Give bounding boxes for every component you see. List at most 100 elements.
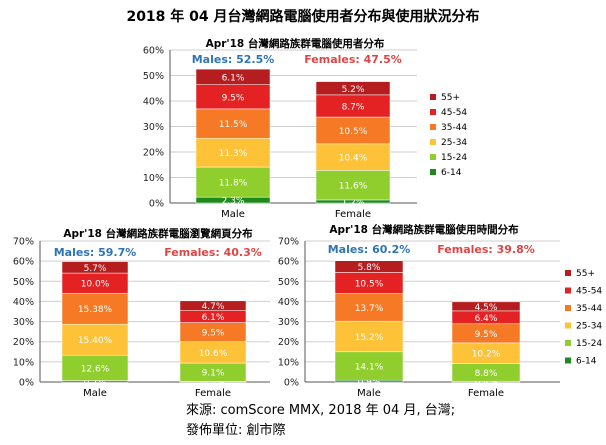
- total-label: Males: 59.7%: [54, 246, 137, 259]
- data-label: 0.3%: [202, 378, 225, 388]
- data-label: 6.4%: [475, 314, 498, 324]
- total-label: Males: 52.5%: [192, 53, 275, 66]
- x-category-label: Male: [83, 388, 107, 399]
- legend-label: 6-14: [576, 357, 597, 367]
- data-label: 10.0%: [81, 280, 110, 290]
- y-tick-label: 20%: [278, 337, 299, 348]
- bar-segment: [195, 68, 271, 85]
- data-label: 10.2%: [472, 350, 501, 360]
- legend-swatch: [430, 94, 436, 100]
- bar-segment: [315, 170, 391, 201]
- data-label: 9.5%: [475, 330, 498, 340]
- data-label: 6.1%: [222, 73, 245, 83]
- total-label: Males: 60.2%: [328, 243, 411, 256]
- legend-label: 55+: [441, 93, 460, 103]
- bar-segment: [334, 320, 404, 353]
- y-tick-label: 40%: [143, 97, 164, 108]
- data-label: 9.5%: [222, 93, 245, 103]
- data-label: 9.1%: [202, 369, 225, 379]
- data-label: 8.7%: [342, 102, 365, 112]
- legend-swatch: [430, 154, 436, 160]
- y-tick-label: 30%: [278, 317, 299, 328]
- bar-segment: [195, 108, 271, 139]
- data-label: 9.5%: [202, 329, 225, 339]
- y-tick-label: 40%: [278, 297, 299, 308]
- bar-segment: [61, 354, 129, 381]
- legend-label: 15-24: [576, 339, 602, 349]
- y-tick-label: 30%: [143, 122, 164, 133]
- total-label: Females: 39.8%: [437, 243, 535, 256]
- data-label: 8.8%: [475, 369, 498, 379]
- bar-segment: [315, 116, 391, 145]
- x-category-label: Female: [468, 388, 504, 399]
- data-label: 15.40%: [78, 336, 113, 346]
- legend-label: 55+: [576, 269, 595, 279]
- y-tick-label: 60%: [278, 257, 299, 268]
- bar-segment: [195, 84, 271, 110]
- bar-segment: [315, 143, 391, 171]
- y-tick-label: 0%: [149, 199, 164, 210]
- y-tick-label: 10%: [143, 173, 164, 184]
- data-label: 11.5%: [219, 120, 248, 130]
- data-label: 2.3%: [222, 197, 245, 207]
- chart-title: Apr'18 台灣網路族群電腦使用時間分布: [329, 223, 519, 236]
- data-label: 5.8%: [358, 263, 381, 273]
- y-tick-label: 20%: [13, 337, 34, 348]
- bar-segment: [315, 81, 391, 96]
- y-tick-label: 10%: [13, 357, 34, 368]
- data-label: 11.8%: [219, 179, 248, 189]
- y-tick-label: 50%: [143, 71, 164, 82]
- chart-title: Apr'18 台灣網路族群電腦瀏覽網頁分布: [63, 227, 253, 240]
- legend-swatch: [430, 139, 436, 145]
- data-label: 10.5%: [339, 127, 368, 137]
- y-tick-label: 10%: [278, 357, 299, 368]
- legend-label: 35-44: [576, 304, 602, 314]
- total-label: Females: 40.3%: [164, 246, 262, 259]
- x-category-label: Male: [221, 209, 245, 220]
- data-label: 0.9%: [358, 378, 381, 388]
- y-tick-label: 20%: [143, 148, 164, 159]
- legend-label: 15-24: [441, 153, 467, 163]
- bar-segment: [334, 293, 404, 322]
- y-tick-label: 30%: [13, 317, 34, 328]
- y-tick-label: 60%: [13, 257, 34, 268]
- bar-segment: [61, 292, 129, 325]
- y-tick-label: 50%: [13, 277, 34, 288]
- legend-swatch: [430, 124, 436, 130]
- y-tick-label: 40%: [13, 297, 34, 308]
- legend-label: 45-54: [441, 108, 467, 118]
- data-label: 15.2%: [355, 333, 384, 343]
- total-label: Females: 47.5%: [304, 53, 402, 66]
- data-label: 5.2%: [342, 85, 365, 95]
- legend-label: 35-44: [441, 123, 467, 133]
- data-label: 10.6%: [199, 349, 228, 359]
- source-line-2: 發佈單位: 創市際: [186, 423, 286, 438]
- data-label: 14.1%: [355, 362, 384, 372]
- data-label: 11.6%: [339, 182, 368, 192]
- legend-swatch: [565, 340, 571, 346]
- chart-title: Apr'18 台灣網路族群電腦使用者分布: [206, 37, 385, 50]
- legend-swatch: [430, 109, 436, 115]
- y-tick-label: 70%: [278, 237, 299, 248]
- data-label: 11.3%: [219, 149, 248, 159]
- legend-swatch: [565, 305, 571, 311]
- data-label: 12.6%: [81, 364, 110, 374]
- data-label: 10.5%: [355, 279, 384, 289]
- legend-label: 45-54: [576, 287, 602, 297]
- main-title: 2018 年 04 月台灣網路電腦使用者分布與使用狀況分布: [126, 9, 480, 25]
- legend-label: 25-34: [441, 138, 467, 148]
- data-label: 10.4%: [339, 154, 368, 164]
- data-label: 0.4%: [475, 378, 498, 388]
- data-label: 13.7%: [355, 304, 384, 314]
- data-label: 6.1%: [202, 313, 225, 323]
- legend-swatch: [565, 287, 571, 294]
- y-tick-label: 0%: [19, 378, 34, 389]
- y-tick-label: 50%: [278, 277, 299, 288]
- data-label: 4.5%: [475, 303, 498, 313]
- legend-label: 25-34: [576, 322, 602, 332]
- y-tick-label: 70%: [13, 237, 34, 248]
- data-label: 4.7%: [202, 302, 225, 312]
- x-category-label: Male: [357, 388, 381, 399]
